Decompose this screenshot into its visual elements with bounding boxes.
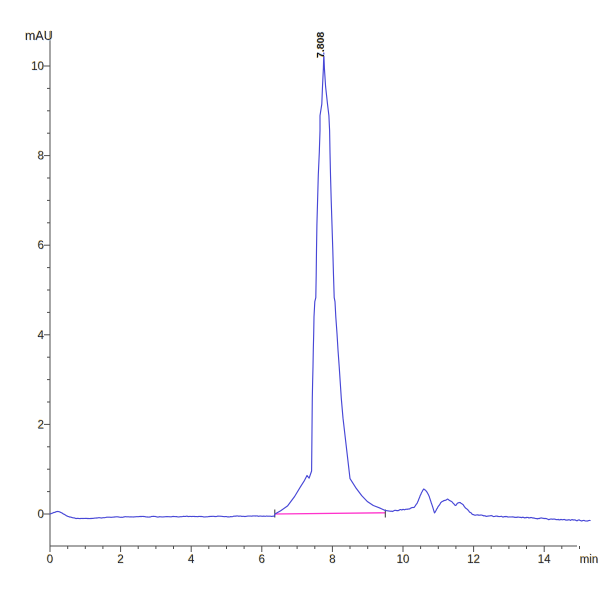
- svg-text:7.808: 7.808: [315, 32, 327, 58]
- svg-text:mAU: mAU: [25, 29, 53, 43]
- svg-text:0: 0: [47, 554, 53, 566]
- svg-text:2: 2: [117, 554, 123, 566]
- svg-text:2: 2: [38, 419, 44, 431]
- svg-text:8: 8: [38, 151, 44, 163]
- svg-text:10: 10: [31, 61, 44, 73]
- svg-text:6: 6: [38, 240, 44, 252]
- svg-text:14: 14: [538, 554, 551, 566]
- svg-text:8: 8: [329, 554, 335, 566]
- svg-text:10: 10: [397, 554, 410, 566]
- svg-text:min: min: [580, 554, 599, 566]
- svg-text:0: 0: [38, 509, 44, 521]
- svg-text:12: 12: [467, 554, 480, 566]
- svg-text:4: 4: [188, 554, 195, 566]
- svg-text:6: 6: [259, 554, 265, 566]
- svg-text:4: 4: [38, 330, 45, 342]
